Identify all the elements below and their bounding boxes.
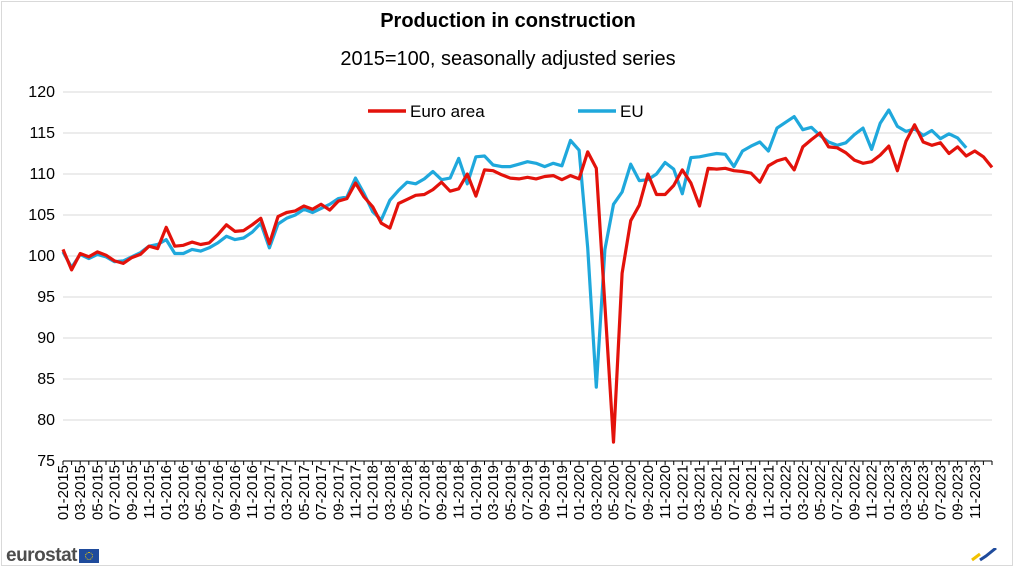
x-tick-label: 05-2015 — [89, 465, 106, 520]
x-tick-label: 07-2015 — [107, 465, 124, 520]
x-tick-label: 01-2017 — [261, 465, 278, 520]
x-tick-label: 03-2023 — [898, 465, 915, 520]
x-tick-label: 07-2021 — [726, 465, 743, 520]
x-tick-label: 05-2019 — [502, 465, 519, 520]
x-tick-label: 01-2016 — [158, 465, 175, 520]
x-tick-label: 05-2017 — [296, 465, 313, 520]
x-tick-label: 05-2016 — [193, 465, 210, 520]
x-tick-label: 11-2019 — [554, 465, 571, 519]
legend-label: EU — [620, 102, 644, 121]
x-tick-label: 05-2023 — [915, 465, 932, 520]
y-tick-label: 110 — [29, 166, 55, 183]
x-tick-label: 01-2015 — [55, 465, 72, 520]
x-tick-label: 07-2017 — [313, 465, 330, 520]
x-tick-label: 07-2020 — [623, 465, 640, 520]
chart-subtitle: 2015=100, seasonally adjusted series — [340, 48, 676, 70]
x-tick-label: 03-2022 — [795, 465, 812, 520]
x-tick-label: 05-2020 — [606, 465, 623, 520]
x-tick-label: 01-2022 — [778, 465, 795, 520]
x-tick-label: 03-2018 — [382, 465, 399, 520]
series-lines — [61, 108, 994, 444]
y-tick-label: 75 — [37, 453, 55, 470]
y-tick-label: 90 — [37, 330, 55, 347]
check-mark-icon — [971, 548, 997, 562]
x-tick-label: 09-2020 — [640, 465, 657, 520]
x-tick-label: 07-2022 — [829, 465, 846, 520]
y-tick-label: 115 — [29, 125, 55, 142]
eu-flag-icon — [78, 549, 99, 563]
y-tick-label: 80 — [37, 412, 55, 429]
x-tick-label: 07-2018 — [416, 465, 433, 520]
x-tick-label: 09-2015 — [124, 465, 141, 520]
chart-title: Production in construction — [380, 10, 636, 32]
x-tick-label: 09-2022 — [846, 465, 863, 520]
x-tick-label: 11-2018 — [451, 465, 468, 519]
x-tick-label: 09-2023 — [950, 465, 967, 520]
x-tick-label: 03-2016 — [175, 465, 192, 520]
y-tick-label: 95 — [37, 289, 55, 306]
x-tick-label: 01-2021 — [674, 465, 691, 520]
x-tick-label: 03-2019 — [485, 465, 502, 520]
x-tick-label: 11-2016 — [244, 465, 261, 519]
y-tick-label: 120 — [28, 84, 55, 101]
gridlines — [63, 91, 992, 421]
x-tick-label: 11-2021 — [760, 465, 777, 519]
x-tick-label: 11-2015 — [141, 465, 158, 519]
y-tick-label: 105 — [28, 207, 55, 224]
x-tick-label: 03-2017 — [279, 465, 296, 520]
x-tick-label: 11-2022 — [864, 465, 881, 519]
x-tick-label: 05-2018 — [399, 465, 416, 520]
x-tick-label: 01-2023 — [881, 465, 898, 520]
x-tick-label: 09-2021 — [743, 465, 760, 520]
y-tick-label: 85 — [37, 371, 55, 388]
x-tick-label: 07-2023 — [932, 465, 949, 520]
x-tick-label: 11-2017 — [347, 465, 364, 519]
x-tick-label: 03-2020 — [588, 465, 605, 520]
logo-text: eurostat — [6, 545, 77, 566]
x-tick-label: 11-2020 — [657, 465, 674, 519]
x-tick-label: 11-2023 — [967, 465, 984, 519]
y-tick-label: 100 — [28, 248, 55, 265]
x-tick-label: 05-2022 — [812, 465, 829, 520]
eurostat-logo: eurostat — [6, 545, 99, 566]
x-tick-label: 01-2020 — [571, 465, 588, 520]
x-tick-label: 03-2015 — [72, 465, 89, 520]
x-tick-label: 05-2021 — [709, 465, 726, 520]
x-tick-label: 07-2016 — [210, 465, 227, 520]
legend-label: Euro area — [410, 102, 485, 121]
x-axis: 01-2015 03-2015 05-2015 07-2015 09-2015 11-20… — [55, 461, 993, 520]
x-tick-label: 01-2019 — [468, 465, 485, 520]
x-tick-label: 03-2021 — [692, 465, 709, 520]
x-tick-label: 01-2018 — [365, 465, 382, 520]
x-tick-label: 09-2018 — [433, 465, 450, 520]
series-line-euro-area — [61, 123, 994, 444]
x-tick-label: 09-2019 — [537, 465, 554, 520]
legend: Euro area EU — [368, 102, 644, 121]
x-tick-label: 09-2016 — [227, 465, 244, 520]
x-tick-label: 09-2017 — [330, 465, 347, 520]
series-line-eu — [61, 108, 968, 389]
x-tick-label: 07-2019 — [520, 465, 537, 520]
